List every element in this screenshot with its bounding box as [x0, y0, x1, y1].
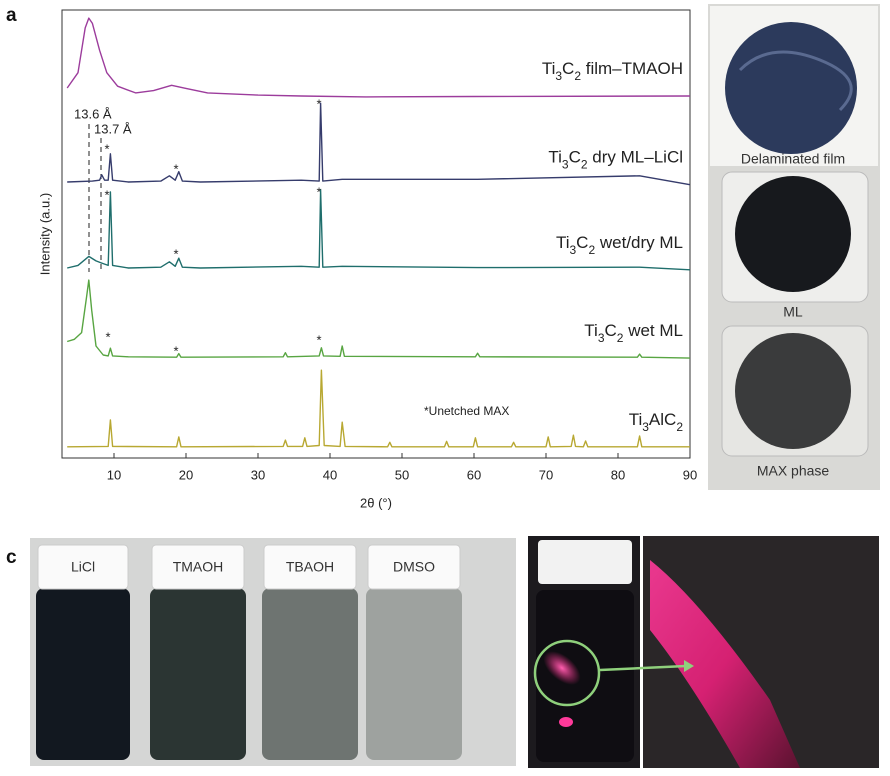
peak-marker: * — [104, 141, 109, 156]
x-tick-label: 90 — [683, 467, 697, 482]
annotation: 13.6 Å — [74, 106, 112, 121]
plot-frame — [61, 9, 691, 459]
peak-marker: * — [316, 96, 321, 111]
x-tick-label: 20 — [179, 467, 193, 482]
xrd-trace — [67, 189, 691, 271]
x-tick-label: 70 — [539, 467, 553, 482]
photo-caption: Delaminated film — [741, 151, 845, 167]
photo-caption: ML — [783, 304, 803, 320]
vial-label: TMAOH — [173, 559, 224, 575]
photo-caption: MAX phase — [757, 463, 830, 479]
xrd-trace — [66, 279, 691, 359]
y-axis-label: Intensity (a.u.) — [37, 193, 52, 275]
xrd-trace — [66, 17, 691, 98]
peak-marker: * — [173, 246, 178, 261]
x-tick-label: 10 — [107, 467, 121, 482]
xrd-trace — [67, 102, 691, 186]
vial-label: LiCl — [71, 559, 95, 575]
trace-label: Ti3C2 wet/dry ML — [556, 233, 683, 257]
x-axis-label: 2θ (°) — [360, 495, 392, 510]
peak-marker: * — [316, 332, 321, 347]
xrd-trace — [67, 369, 690, 448]
trace-label: Ti3C2 dry ML–LiCl — [548, 148, 683, 172]
trace-label: Ti3C2 wet ML — [584, 322, 683, 346]
trace-label: Ti3AlC2 — [629, 410, 684, 434]
peak-marker: * — [316, 184, 321, 199]
vial-label: DMSO — [393, 559, 435, 575]
annotation: *Unetched MAX — [424, 404, 509, 418]
x-tick-label: 60 — [467, 467, 481, 482]
photo-panel-c — [30, 538, 516, 766]
x-tick-label: 30 — [251, 467, 265, 482]
panel-label: a — [6, 5, 17, 26]
peak-marker: * — [173, 343, 178, 358]
x-tick-label: 40 — [323, 467, 337, 482]
panel-label: c — [6, 547, 17, 568]
annotation: 13.7 Å — [94, 121, 132, 136]
photo-panel-d — [528, 536, 879, 768]
peak-marker: * — [105, 329, 110, 344]
trace-label: Ti3C2 film–TMAOH — [542, 60, 683, 84]
photo-panel-b — [708, 4, 880, 490]
x-tick-label: 80 — [611, 467, 625, 482]
x-tick-label: 50 — [395, 467, 409, 482]
peak-marker: * — [173, 161, 178, 176]
vial-label: TBAOH — [286, 559, 334, 575]
peak-marker: * — [104, 187, 109, 202]
